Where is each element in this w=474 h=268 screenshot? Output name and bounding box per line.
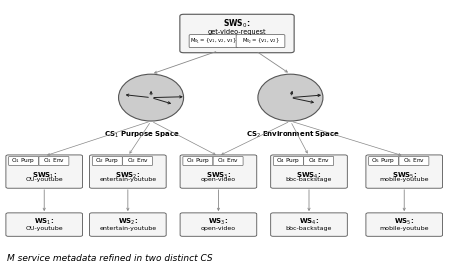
Text: O$_4$ Purp: O$_4$ Purp [276,157,301,165]
FancyBboxPatch shape [90,155,166,188]
Text: WS$_3$:: WS$_3$: [209,217,228,227]
Text: OU-youtube: OU-youtube [26,177,63,182]
FancyBboxPatch shape [6,155,82,188]
Text: WS$_4$:: WS$_4$: [299,217,319,227]
Text: WS$_1$:: WS$_1$: [34,217,55,227]
Text: WS$_5$:: WS$_5$: [394,217,414,227]
Text: SWS$_2$:: SWS$_2$: [115,170,140,181]
Text: O$_5$ Purp: O$_5$ Purp [372,157,396,165]
Text: O$_3$ Purp: O$_3$ Purp [186,157,210,165]
Text: WS$_2$:: WS$_2$: [118,217,138,227]
Text: M$_{0_1}$$=${v$_1$, v$_2$, v$_3$}: M$_{0_1}$$=${v$_1$, v$_2$, v$_3$} [190,36,237,46]
Text: SWS$_3$:: SWS$_3$: [206,170,231,181]
Ellipse shape [258,74,323,121]
FancyBboxPatch shape [183,157,213,165]
Text: OU-youtube: OU-youtube [26,226,63,231]
FancyBboxPatch shape [180,213,257,236]
Text: O$_4$ Env: O$_4$ Env [308,157,330,165]
Text: CS$_2$ Environment Space: CS$_2$ Environment Space [246,130,340,140]
Text: O$_5$ Env: O$_5$ Env [403,157,425,165]
FancyBboxPatch shape [273,157,303,165]
Text: O$_2$ Purp: O$_2$ Purp [95,157,119,165]
FancyBboxPatch shape [123,157,153,165]
Text: get-video-request: get-video-request [208,29,266,35]
Text: entertain-youtube: entertain-youtube [99,177,156,182]
Ellipse shape [118,74,183,121]
FancyBboxPatch shape [236,35,285,47]
Text: O$_1$ Purp: O$_1$ Purp [11,157,36,165]
Text: mobile-youtube: mobile-youtube [380,177,429,182]
FancyBboxPatch shape [189,35,238,47]
Text: O$_1$ Env: O$_1$ Env [43,157,65,165]
Text: M$_{0_2}$$=${v$_1$, v$_2$}: M$_{0_2}$$=${v$_1$, v$_2$} [242,36,280,46]
Text: CS$_1$ Purpose Space: CS$_1$ Purpose Space [104,130,180,140]
Text: entertain-youtube: entertain-youtube [99,226,156,231]
Text: open-video: open-video [201,177,236,182]
Text: SWS$_0$:: SWS$_0$: [223,18,251,30]
FancyBboxPatch shape [213,157,243,165]
FancyBboxPatch shape [369,157,399,165]
FancyBboxPatch shape [304,157,334,165]
Text: open-video: open-video [201,226,236,231]
Text: bbc-backstage: bbc-backstage [286,177,332,182]
FancyBboxPatch shape [271,155,347,188]
FancyBboxPatch shape [6,213,82,236]
Text: M service metadata refined in two distinct CS: M service metadata refined in two distin… [7,254,213,263]
FancyBboxPatch shape [271,213,347,236]
FancyBboxPatch shape [180,14,294,53]
Text: O$_3$ Env: O$_3$ Env [217,157,239,165]
Text: SWS$_4$:: SWS$_4$: [296,170,322,181]
Text: mobile-youtube: mobile-youtube [380,226,429,231]
FancyBboxPatch shape [366,213,443,236]
FancyBboxPatch shape [39,157,69,165]
Text: SWS$_1$:: SWS$_1$: [32,170,57,181]
FancyBboxPatch shape [399,157,429,165]
FancyBboxPatch shape [90,213,166,236]
Text: SWS$_5$:: SWS$_5$: [392,170,417,181]
FancyBboxPatch shape [180,155,257,188]
Text: bbc-backstage: bbc-backstage [286,226,332,231]
FancyBboxPatch shape [9,157,39,165]
FancyBboxPatch shape [92,157,122,165]
Text: O$_2$ Env: O$_2$ Env [127,157,148,165]
FancyBboxPatch shape [366,155,443,188]
